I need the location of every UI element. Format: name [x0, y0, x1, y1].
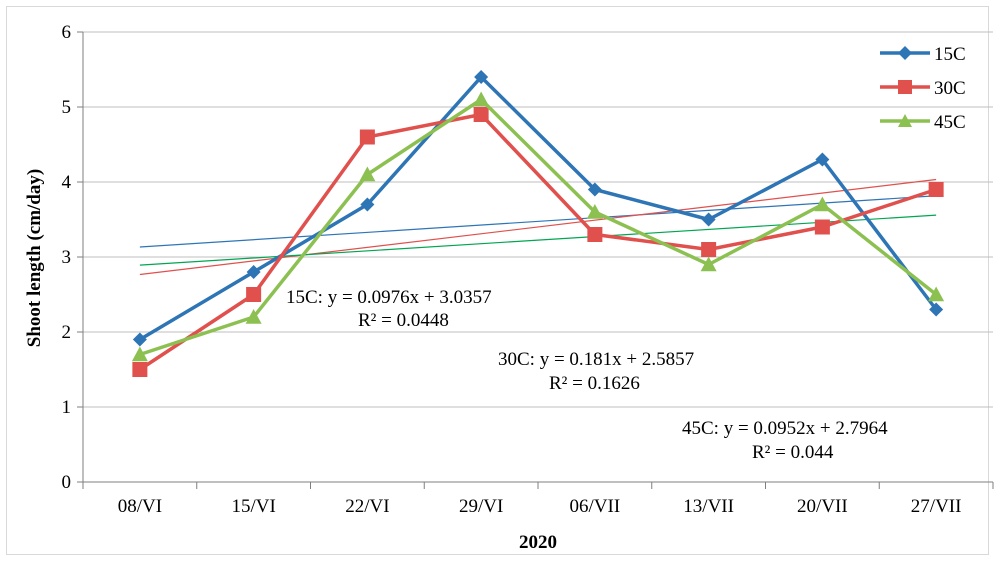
data-point-30c	[246, 287, 262, 302]
y-tick-label: 5	[62, 97, 72, 118]
data-point-30c	[701, 242, 717, 257]
data-point-30c	[359, 129, 375, 145]
y-tick-label: 1	[62, 397, 72, 418]
legend-label-15c: 15C	[934, 44, 966, 65]
data-point-45c	[928, 286, 945, 302]
trendlines	[139, 178, 937, 276]
data-point-15c	[474, 70, 489, 84]
legend-marker-45c	[898, 114, 912, 127]
series-30c	[132, 107, 944, 377]
y-tick-label: 2	[62, 322, 72, 343]
series-line-30c	[138, 112, 937, 371]
data-point-30c	[473, 107, 489, 122]
series-group	[131, 70, 945, 377]
series-line-15c	[138, 75, 938, 342]
data-point-15c	[246, 265, 261, 279]
trend-r2-30c: R² = 0.1626	[549, 373, 640, 394]
x-axis-title: 2020	[519, 532, 557, 553]
series-15c	[132, 70, 944, 347]
y-axis-ticks: 0 1 2 3 4 5 6	[62, 22, 72, 493]
trendline-30c	[139, 178, 937, 276]
legend: 15C 30C 45C	[880, 44, 966, 133]
trend-annotation-15c: 15C: y = 0.0976x + 3.0357 R² = 0.0448	[286, 287, 492, 331]
data-point-15c	[701, 212, 716, 227]
data-point-15c	[929, 302, 944, 317]
legend-label-45c: 45C	[934, 112, 966, 133]
legend-item-30c: 30C	[880, 78, 966, 99]
trend-annotation-45c: 45C: y = 0.0952x + 2.7964 R² = 0.044	[682, 418, 888, 463]
trend-annotation-30c: 30C: y = 0.181x + 2.5857 R² = 0.1626	[498, 349, 694, 394]
y-tick-label: 6	[62, 22, 72, 43]
trend-equation-45c: 45C: y = 0.0952x + 2.7964	[682, 418, 888, 439]
y-tick-label: 3	[62, 247, 72, 268]
x-tick-label: 29/VI	[459, 496, 503, 517]
x-tick-label: 22/VI	[345, 496, 389, 517]
data-point-45c	[586, 204, 603, 219]
data-point-30c	[928, 182, 944, 197]
series-45c	[131, 91, 945, 362]
trend-r2-15c: R² = 0.0448	[358, 310, 449, 331]
trend-equation-15c: 15C: y = 0.0976x + 3.0357	[286, 287, 492, 308]
data-point-45c	[700, 256, 717, 272]
legend-label-30c: 30C	[934, 78, 966, 99]
trendline-15c	[139, 195, 937, 248]
legend-marker-15c	[898, 46, 912, 60]
data-point-15c	[587, 182, 602, 197]
data-point-45c	[473, 91, 490, 107]
y-tick-label: 4	[62, 172, 72, 193]
trend-equation-30c: 30C: y = 0.181x + 2.5857	[498, 349, 694, 370]
x-axis-ticks: 08/VI 15/VI 22/VI 29/VI 06/VII 13/VII 20/VII 27…	[118, 496, 962, 517]
trendline-45c	[139, 214, 937, 266]
x-tick-label: 27/VII	[911, 496, 962, 517]
legend-marker-30c	[898, 80, 912, 94]
data-point-45c	[131, 346, 148, 362]
x-tick-label: 06/VII	[570, 496, 621, 517]
chart-frame	[6, 6, 989, 555]
data-point-45c	[245, 309, 262, 324]
data-point-45c	[814, 196, 831, 212]
series-line-45c	[139, 97, 938, 357]
data-point-15c	[360, 197, 375, 212]
data-point-15c	[815, 152, 830, 167]
x-tick-label: 20/VII	[797, 496, 848, 517]
y-axis-title: Shoot length (cm/day)	[24, 169, 45, 347]
legend-item-45c: 45C	[880, 112, 966, 133]
data-point-30c	[814, 219, 830, 235]
data-point-15c	[132, 332, 147, 347]
data-point-30c	[132, 362, 148, 377]
y-tick-label: 0	[62, 472, 72, 493]
trend-r2-45c: R² = 0.044	[752, 442, 834, 463]
data-point-45c	[359, 166, 376, 182]
data-point-30c	[587, 227, 603, 242]
x-tick-label: 08/VI	[118, 496, 162, 517]
x-tick-label: 15/VI	[231, 496, 275, 517]
x-tick-label: 13/VII	[683, 496, 734, 517]
legend-item-15c: 15C	[880, 44, 966, 65]
